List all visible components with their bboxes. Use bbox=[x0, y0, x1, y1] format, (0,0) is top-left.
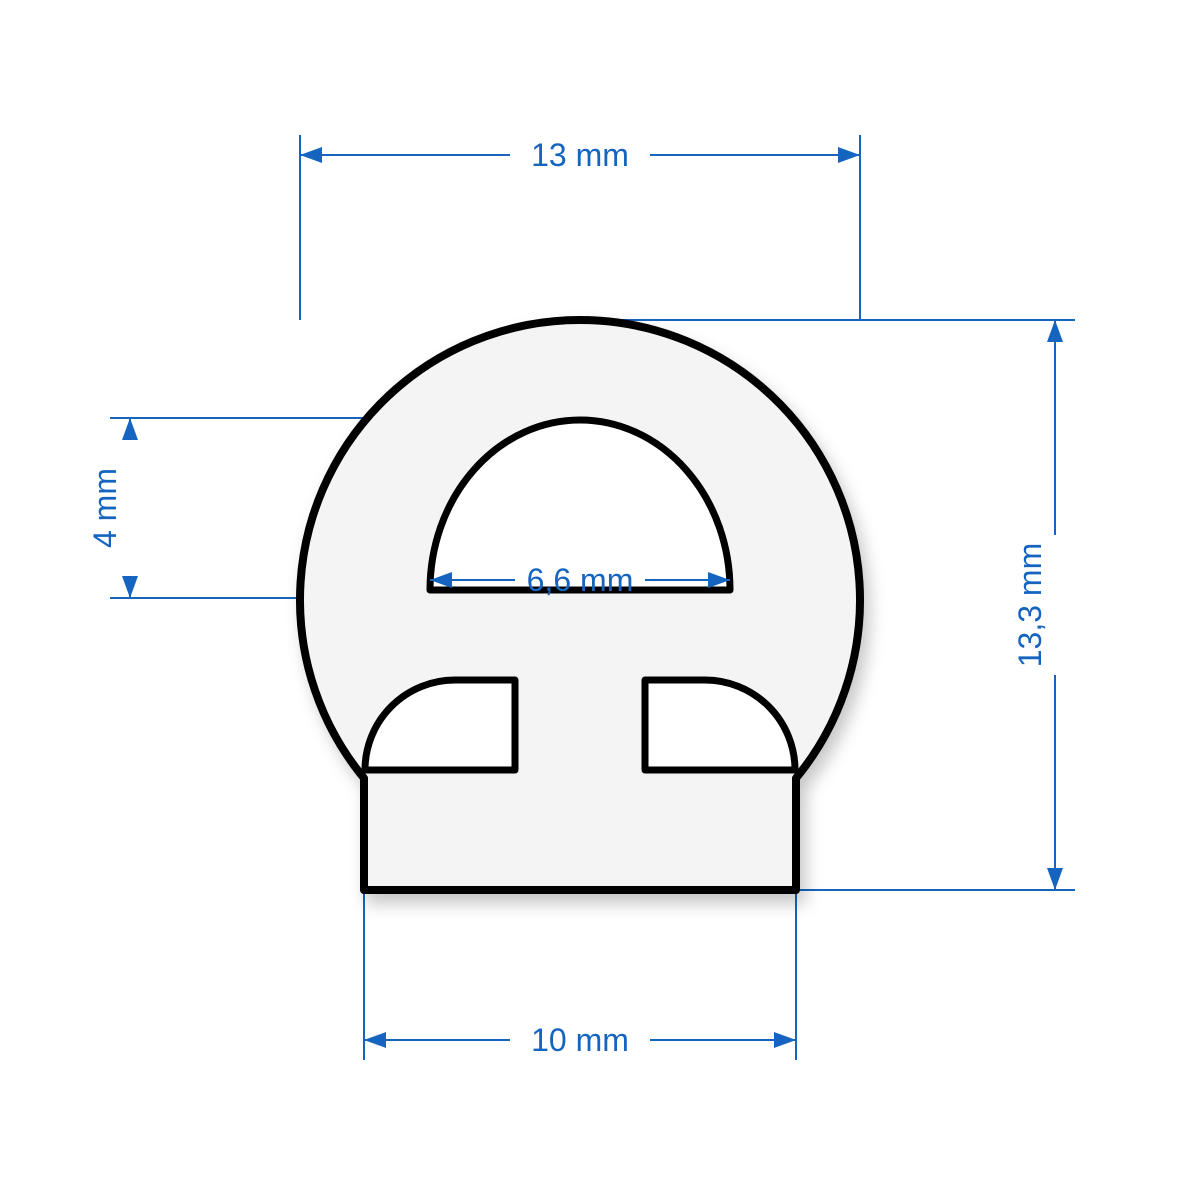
dim-label-bottom-width: 10 mm bbox=[531, 1022, 629, 1058]
dim-label-right-height: 13,3 mm bbox=[1012, 543, 1048, 667]
dim-bottom-width: 10 mm bbox=[364, 890, 796, 1060]
profile-shape: 6,6 mm bbox=[300, 320, 860, 890]
dim-label-left-inner-height: 4 mm bbox=[87, 468, 123, 548]
svg-text:6,6 mm: 6,6 mm bbox=[527, 562, 634, 598]
dim-top-width: 13 mm bbox=[300, 135, 860, 320]
outer-profile bbox=[300, 320, 860, 890]
dim-label-top-width: 13 mm bbox=[531, 137, 629, 173]
technical-drawing: 13 mm10 mm6,6 mm13,3 mm4 mm 6,6 mm bbox=[0, 0, 1200, 1200]
